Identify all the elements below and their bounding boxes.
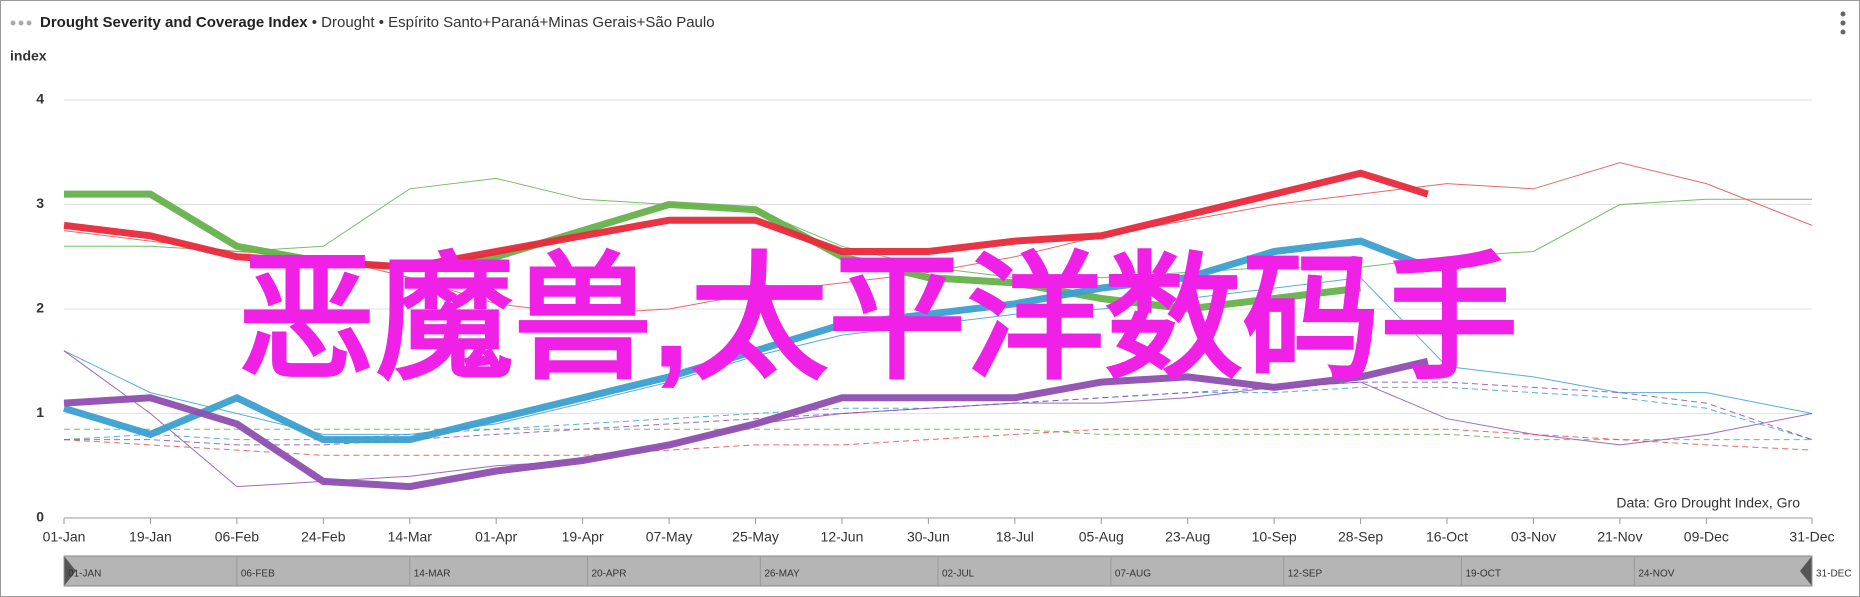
menu-dots[interactable] xyxy=(10,20,32,26)
navigator-tick-label: 14-MAR xyxy=(414,569,451,580)
x-tick-label: 25-May xyxy=(732,529,779,545)
x-tick-label: 21-Nov xyxy=(1597,529,1642,545)
x-tick-label: 01-Apr xyxy=(475,529,517,545)
kebab-menu[interactable] xyxy=(1840,11,1846,35)
y-tick-label: 4 xyxy=(36,91,44,107)
x-tick-label: 03-Nov xyxy=(1511,529,1556,545)
series-line xyxy=(64,177,1812,279)
x-tick-label: 18-Jul xyxy=(996,529,1034,545)
y-tick-label: 1 xyxy=(36,404,44,420)
x-tick-label: 14-Mar xyxy=(388,529,433,545)
y-axis-label: index xyxy=(10,48,47,64)
navigator-tick-label: 06-FEB xyxy=(241,569,275,580)
y-tick-label: 2 xyxy=(36,300,44,316)
x-tick-label: 28-Sep xyxy=(1338,529,1383,545)
x-tick-label: 10-Sep xyxy=(1252,529,1297,545)
x-tick-label: 12-Jun xyxy=(821,529,864,545)
chart-title: Drought Severity and Coverage Index xyxy=(40,14,308,31)
navigator-tick-label: 26-MAY xyxy=(764,569,800,580)
credit-box xyxy=(1595,492,1812,516)
x-tick-label: 09-Dec xyxy=(1684,529,1729,545)
credit: Data: Gro Drought Index, Gro xyxy=(1616,495,1800,511)
y-tick-label: 0 xyxy=(36,509,44,525)
y-tick-label: 3 xyxy=(36,195,44,211)
navigator-tick-label: 19-OCT xyxy=(1465,569,1501,580)
navigator-handle-right[interactable] xyxy=(1800,556,1812,586)
series-line xyxy=(63,428,1813,456)
navigator-tick-label: 02-JUL xyxy=(942,569,975,580)
x-tick-label: 23-Aug xyxy=(1165,529,1210,545)
series-line xyxy=(63,277,1813,435)
navigator-tick-label: 07-AUG xyxy=(1115,569,1151,580)
series-line xyxy=(64,190,1362,313)
navigator-tick-label: 24-NOV xyxy=(1638,569,1674,580)
x-tick-label: 19-Jan xyxy=(129,529,172,545)
navigator-handle-left[interactable] xyxy=(64,556,76,586)
x-tick-label: 06-Feb xyxy=(215,529,260,545)
x-tick-label: 07-May xyxy=(646,529,693,545)
svg-text:Drought Severity and Coverage: Drought Severity and Coverage Index • Dr… xyxy=(40,14,715,31)
x-tick-label: 24-Feb xyxy=(301,529,346,545)
series-line xyxy=(64,381,1813,446)
x-tick-label: 05-Aug xyxy=(1079,529,1124,545)
x-tick-label: 31-Dec xyxy=(1789,529,1834,545)
series-line xyxy=(62,237,1430,444)
overlay-annotation: 恶魔兽,太平洋数码手 xyxy=(238,242,1518,396)
navigator-tick-label: 31-DEC xyxy=(1816,569,1852,580)
series-line xyxy=(64,428,1812,441)
series-line xyxy=(63,169,1429,271)
navigator-tick-label: 20-APR xyxy=(591,569,626,580)
x-tick-label: 01-Jan xyxy=(43,529,86,545)
chart-subtitle: • Drought • Espírito Santo+Paraná+Minas … xyxy=(308,14,715,31)
x-tick-label: 16-Oct xyxy=(1426,529,1468,545)
x-tick-label: 30-Jun xyxy=(907,529,950,545)
navigator-tick-label: 01-JAN xyxy=(68,569,101,580)
x-tick-label: 19-Apr xyxy=(562,529,604,545)
navigator-tick-label: 12-SEP xyxy=(1288,569,1323,580)
series-line xyxy=(63,357,1429,491)
